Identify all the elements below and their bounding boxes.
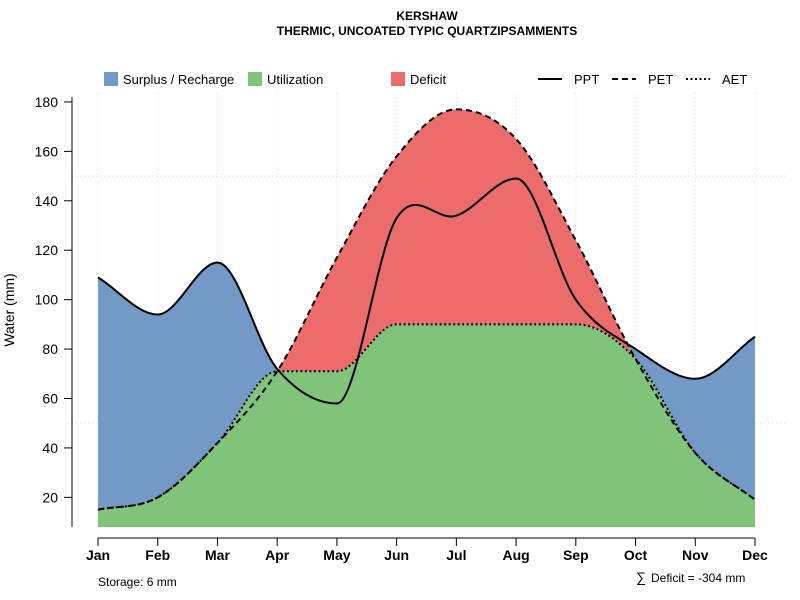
series-lines <box>97 108 756 511</box>
series-line-aet <box>97 323 756 511</box>
surplus-recharge-area <box>98 109 755 510</box>
legend-swatch-deficit <box>391 72 405 86</box>
x-tick-label-nov: Nov <box>682 547 709 563</box>
legend-swatch-surplus-recharge <box>104 72 118 86</box>
utilization-area <box>98 324 755 527</box>
sum-symbol: ∑ <box>636 569 646 585</box>
y-tick-label: 160 <box>35 143 59 159</box>
legend-label-utilization: Utilization <box>267 72 323 87</box>
y-tick-label: 120 <box>35 242 59 258</box>
legend-label-pet: PET <box>648 72 673 87</box>
storage-note: Storage: 6 mm <box>98 575 177 589</box>
x-tick-label-aug: Aug <box>502 547 529 563</box>
y-tick-label: 180 <box>35 94 59 110</box>
x-tick-label-feb: Feb <box>145 547 170 563</box>
area-fills <box>98 109 755 527</box>
x-tick-label-mar: Mar <box>205 547 230 563</box>
x-tick-label-sep: Sep <box>563 547 589 563</box>
legend: Surplus / Recharge Utilization Deficit PPT P… <box>104 72 747 87</box>
legend-label-ppt: PPT <box>574 72 599 87</box>
deficit-note: Deficit = -304 mm <box>651 571 745 585</box>
x-tick-label-dec: Dec <box>742 547 768 563</box>
series-line-pet <box>97 108 756 511</box>
y-tick-label: 80 <box>42 341 58 357</box>
y-tick-label: 140 <box>35 193 59 209</box>
x-tick-label-jun: Jun <box>384 547 409 563</box>
x-tick-label-jul: Jul <box>446 547 466 563</box>
y-tick-label: 40 <box>42 440 58 456</box>
chart-subtitle: THERMIC, UNCOATED TYPIC QUARTZIPSAMMENTS <box>277 24 577 38</box>
deficit-area <box>98 109 755 510</box>
legend-label-aet: AET <box>722 72 747 87</box>
series-line-ppt <box>97 177 756 405</box>
axes: 20 40 60 80 100 120 140 160 180 Jan Feb Mar Apr May Ju… <box>35 94 768 563</box>
x-tick-label-may: May <box>323 547 350 563</box>
y-axis-label: Water (mm) <box>1 273 17 346</box>
legend-label-surplus-recharge: Surplus / Recharge <box>123 72 234 87</box>
chart-title: KERSHAW <box>396 9 458 23</box>
y-tick-label: 100 <box>35 292 59 308</box>
x-tick-label-apr: Apr <box>265 547 290 563</box>
y-tick-label: 60 <box>42 390 58 406</box>
y-tick-label: 20 <box>42 489 58 505</box>
legend-label-deficit: Deficit <box>410 72 447 87</box>
x-tick-label-oct: Oct <box>624 547 648 563</box>
legend-swatch-utilization <box>248 72 262 86</box>
x-tick-label-jan: Jan <box>86 547 110 563</box>
